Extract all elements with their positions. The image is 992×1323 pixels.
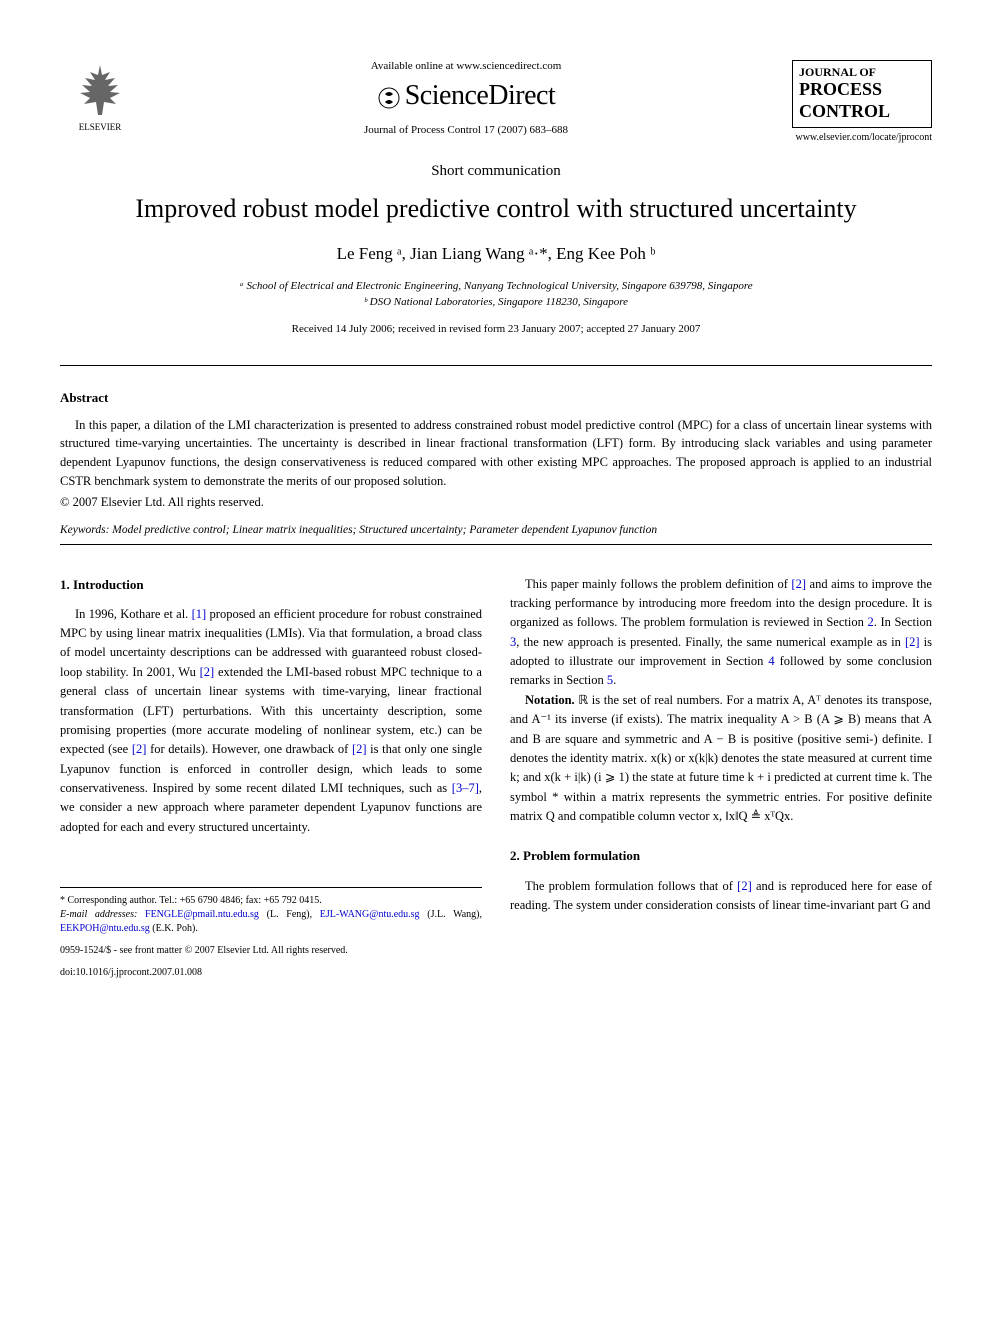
elsevier-label: ELSEVIER bbox=[60, 122, 140, 132]
journal-logo: JOURNAL OF PROCESS CONTROL www.elsevier.… bbox=[792, 60, 932, 143]
footer: * Corresponding author. Tel.: +65 6790 4… bbox=[60, 887, 482, 980]
email-link[interactable]: FENGLE@pmail.ntu.edu.sg bbox=[145, 909, 259, 920]
keywords-label: Keywords: bbox=[60, 524, 109, 536]
intro-heading: 1. Introduction bbox=[60, 575, 482, 595]
article-dates: Received 14 July 2006; received in revis… bbox=[60, 323, 932, 335]
problem-heading: 2. Problem formulation bbox=[510, 846, 932, 866]
journal-box-line1: JOURNAL OF bbox=[799, 65, 925, 79]
doi: doi:10.1016/j.jprocont.2007.01.008 bbox=[60, 966, 482, 980]
corresponding-author: * Corresponding author. Tel.: +65 6790 4… bbox=[60, 894, 482, 908]
divider bbox=[60, 365, 932, 366]
divider bbox=[60, 544, 932, 545]
email-addresses: E-mail addresses: FENGLE@pmail.ntu.edu.s… bbox=[60, 908, 482, 936]
notation-label: Notation. bbox=[525, 693, 575, 707]
problem-paragraph-1: The problem formulation follows that of … bbox=[510, 877, 932, 916]
authors: Le Feng ᵃ, Jian Liang Wang ᵃ·*, Eng Kee … bbox=[60, 244, 932, 264]
journal-citation: Journal of Process Control 17 (2007) 683… bbox=[140, 124, 792, 136]
email-link[interactable]: EJL-WANG@ntu.edu.sg bbox=[320, 909, 420, 920]
journal-box-line3: CONTROL bbox=[799, 101, 925, 123]
center-header: Available online at www.sciencedirect.co… bbox=[140, 60, 792, 136]
email-link[interactable]: EEKPOH@ntu.edu.sg bbox=[60, 923, 150, 934]
ref-link[interactable]: [3–7] bbox=[452, 781, 479, 795]
right-column: This paper mainly follows the problem de… bbox=[510, 575, 932, 981]
ref-link[interactable]: [2] bbox=[737, 879, 752, 893]
journal-url: www.elsevier.com/locate/jprocont bbox=[792, 132, 932, 143]
ref-link[interactable]: [2] bbox=[791, 577, 806, 591]
header: ELSEVIER Available online at www.science… bbox=[60, 60, 932, 143]
issn: 0959-1524/$ - see front matter © 2007 El… bbox=[60, 944, 482, 958]
elsevier-logo: ELSEVIER bbox=[60, 60, 140, 132]
abstract-heading: Abstract bbox=[60, 390, 932, 406]
ref-link[interactable]: [2] bbox=[905, 635, 920, 649]
body-columns: 1. Introduction In 1996, Kothare et al. … bbox=[60, 575, 932, 981]
abstract-text: In this paper, a dilation of the LMI cha… bbox=[60, 416, 932, 491]
notation-paragraph: Notation. ℝ is the set of real numbers. … bbox=[510, 691, 932, 827]
ref-link[interactable]: [2] bbox=[132, 742, 147, 756]
intro-paragraph-1: In 1996, Kothare et al. [1] proposed an … bbox=[60, 605, 482, 838]
journal-box-line2: PROCESS bbox=[799, 79, 925, 101]
sciencedirect-icon bbox=[377, 86, 401, 110]
ref-link[interactable]: [2] bbox=[352, 742, 367, 756]
article-title: Improved robust model predictive control… bbox=[60, 194, 932, 224]
affiliation-a: ᵃ School of Electrical and Electronic En… bbox=[60, 278, 932, 295]
copyright: © 2007 Elsevier Ltd. All rights reserved… bbox=[60, 495, 932, 510]
sciencedirect-text: ScienceDirect bbox=[405, 80, 556, 111]
elsevier-tree-icon bbox=[70, 60, 130, 120]
sciencedirect-logo: ScienceDirect bbox=[140, 80, 792, 112]
article-type: Short communication bbox=[60, 163, 932, 180]
ref-link[interactable]: [1] bbox=[192, 607, 207, 621]
left-column: 1. Introduction In 1996, Kothare et al. … bbox=[60, 575, 482, 981]
available-text: Available online at www.sciencedirect.co… bbox=[140, 60, 792, 72]
affiliation-b: ᵇ DSO National Laboratories, Singapore 1… bbox=[60, 294, 932, 311]
intro-paragraph-2: This paper mainly follows the problem de… bbox=[510, 575, 932, 691]
ref-link[interactable]: [2] bbox=[200, 665, 215, 679]
affiliations: ᵃ School of Electrical and Electronic En… bbox=[60, 278, 932, 311]
keywords: Keywords: Model predictive control; Line… bbox=[60, 524, 932, 536]
keywords-text: Model predictive control; Linear matrix … bbox=[109, 524, 657, 536]
journal-title-box: JOURNAL OF PROCESS CONTROL bbox=[792, 60, 932, 128]
